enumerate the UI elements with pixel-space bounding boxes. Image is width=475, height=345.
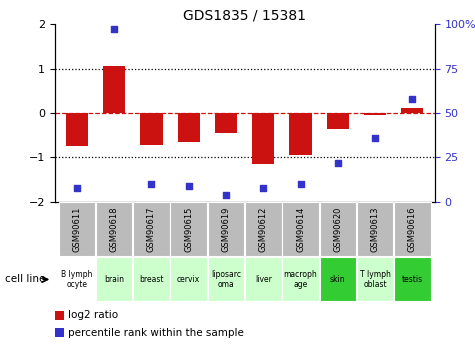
Bar (245, 257, 282, 302)
Point (73, 185, 81, 190)
Bar (208, 203, 244, 256)
Bar (208, 257, 244, 302)
Bar (103, 66, 125, 113)
Point (297, 181, 304, 187)
Bar (55, 328, 64, 337)
Bar (178, 113, 200, 142)
Text: liposarc
oma: liposarc oma (211, 270, 241, 289)
Bar (140, 113, 162, 145)
Text: T lymph
oblast: T lymph oblast (360, 270, 390, 289)
Text: macroph
age: macroph age (284, 270, 317, 289)
Bar (59, 203, 95, 256)
Text: GSM90619: GSM90619 (221, 207, 230, 252)
Text: B lymph
ocyte: B lymph ocyte (61, 270, 93, 289)
Bar (357, 203, 393, 256)
Text: GSM90618: GSM90618 (110, 207, 119, 252)
Point (148, 181, 155, 187)
Text: GSM90620: GSM90620 (333, 207, 342, 252)
Text: GSM90612: GSM90612 (259, 207, 268, 252)
Bar (252, 113, 275, 164)
Bar (96, 203, 133, 256)
Bar (394, 257, 430, 302)
Text: GSM90616: GSM90616 (408, 207, 417, 252)
Bar (133, 257, 170, 302)
Text: testis: testis (402, 275, 423, 284)
Bar (96, 257, 133, 302)
Text: log2 ratio: log2 ratio (68, 310, 118, 320)
Point (334, 160, 342, 166)
Bar (215, 113, 237, 133)
Text: skin: skin (330, 275, 346, 284)
Text: percentile rank within the sample: percentile rank within the sample (68, 328, 244, 337)
Bar (394, 203, 430, 256)
Text: brain: brain (104, 275, 124, 284)
Bar (364, 113, 386, 115)
Text: breast: breast (139, 275, 164, 284)
Bar (357, 257, 393, 302)
Text: GSM90614: GSM90614 (296, 207, 305, 252)
Point (110, 27, 118, 32)
Text: GSM90611: GSM90611 (73, 207, 82, 252)
Point (222, 192, 230, 197)
Bar (327, 113, 349, 129)
Title: GDS1835 / 15381: GDS1835 / 15381 (183, 9, 306, 23)
Bar (59, 257, 95, 302)
Bar (245, 203, 282, 256)
Bar (401, 108, 423, 113)
Bar (66, 113, 88, 146)
Bar (171, 203, 207, 256)
Point (259, 185, 267, 190)
Bar (289, 113, 312, 155)
Text: liver: liver (255, 275, 272, 284)
Text: cell line: cell line (5, 275, 45, 284)
Bar (320, 257, 356, 302)
Bar (171, 257, 207, 302)
Bar (55, 310, 64, 320)
Text: cervix: cervix (177, 275, 200, 284)
Bar (282, 257, 319, 302)
Text: GSM90615: GSM90615 (184, 207, 193, 252)
Bar (320, 203, 356, 256)
Point (371, 135, 379, 141)
Point (408, 96, 416, 101)
Text: GSM90613: GSM90613 (370, 207, 380, 252)
Bar (133, 203, 170, 256)
Bar (282, 203, 319, 256)
Text: GSM90617: GSM90617 (147, 207, 156, 252)
Point (185, 183, 192, 189)
